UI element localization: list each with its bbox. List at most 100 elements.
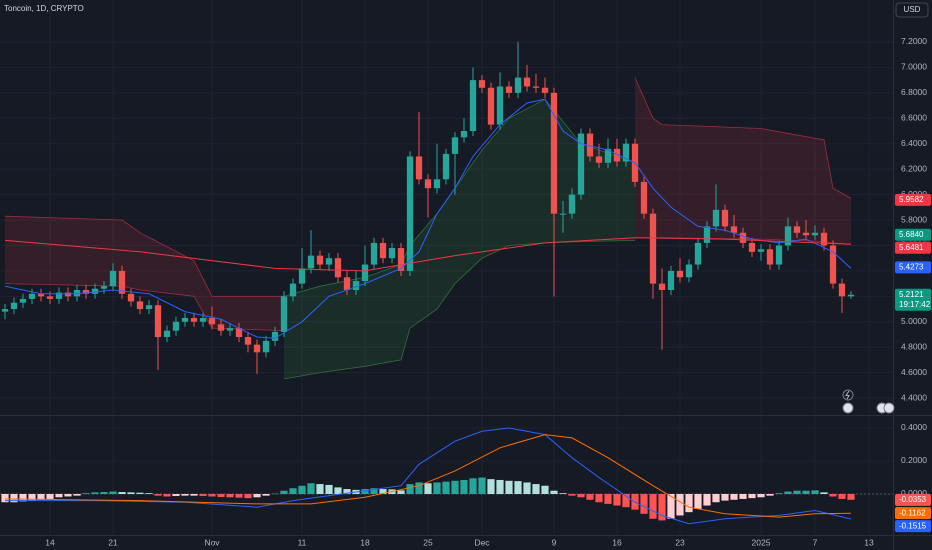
y-tick-label: 6.6000 [901, 113, 927, 123]
candle-body [613, 148, 621, 162]
histogram-bar [667, 493, 675, 519]
cloud-edge [634, 77, 852, 199]
indicator-line [4, 98, 852, 339]
candle-body [109, 270, 117, 287]
countdown-label: 19:17:42 [899, 300, 931, 309]
histogram-bar [163, 493, 171, 497]
histogram-bar [154, 493, 162, 496]
candle-body [280, 296, 288, 332]
x-tick-label: 16 [612, 537, 622, 547]
candle-body [793, 226, 801, 233]
histogram-bar [613, 493, 621, 506]
histogram-bar [289, 488, 297, 494]
histogram-bar [1, 493, 9, 503]
x-tick-label: 18 [360, 537, 370, 547]
histogram-bar [10, 493, 18, 503]
candle-body [784, 226, 792, 246]
candle-body [568, 194, 576, 214]
candle-body [199, 317, 207, 322]
price-tag [895, 507, 931, 520]
candle-body [10, 302, 18, 310]
candle-body [694, 242, 702, 265]
candle-body [406, 156, 414, 271]
cloud-area [5, 216, 285, 331]
candle-body [289, 283, 297, 297]
histogram-bar [379, 489, 387, 494]
histogram-bar [217, 493, 225, 497]
candle-body [559, 213, 567, 215]
candle-body [298, 268, 306, 284]
candle-body [649, 213, 657, 284]
candle-body [172, 321, 180, 331]
candle-body [217, 324, 225, 331]
histogram-bar [802, 490, 810, 494]
histogram-bar [703, 493, 711, 506]
candle-body [487, 87, 495, 125]
histogram-bar [739, 493, 747, 499]
y-tick-label: 6.4000 [901, 138, 927, 148]
histogram-bar [19, 493, 27, 502]
flag-icon[interactable] [883, 402, 895, 414]
price-tag [895, 193, 931, 206]
x-tick-label: 23 [675, 537, 685, 547]
histogram-bar [334, 487, 342, 494]
histogram-bar [622, 493, 630, 508]
candle-body [640, 181, 648, 214]
y-tick-label: 4.8000 [901, 341, 927, 351]
histogram-bar [532, 484, 540, 494]
candle-body [496, 86, 504, 125]
indicator-line [5, 427, 852, 525]
candle-body [73, 289, 81, 297]
histogram-bar [478, 477, 486, 494]
histogram-bar [514, 481, 522, 494]
candle-body [586, 133, 594, 157]
candle-body [316, 255, 324, 265]
candle-body [388, 248, 396, 259]
candle-body [802, 232, 810, 236]
histogram-bar [685, 493, 693, 513]
cloud-edge [4, 215, 284, 297]
candle-body [64, 292, 72, 297]
candle-body [1, 309, 9, 312]
flag-icon[interactable] [842, 402, 854, 414]
histogram-bar [406, 484, 414, 494]
histogram-bar [748, 493, 756, 499]
histogram-bar [568, 493, 576, 496]
histogram-bar [433, 482, 441, 494]
histogram-bar [712, 493, 720, 503]
histogram-bar [253, 493, 261, 498]
histogram-bar [208, 493, 216, 497]
currency-button[interactable] [895, 2, 929, 18]
candle-body [325, 258, 333, 265]
candle-body [622, 143, 630, 162]
histogram-bar [505, 480, 513, 494]
y-tick-label: 6.0000 [901, 189, 927, 199]
histogram-bar [190, 493, 198, 496]
candle-body [775, 245, 783, 265]
candle-body [721, 209, 729, 227]
candle-body [145, 305, 153, 310]
histogram-bar [523, 482, 531, 494]
candle-body [595, 156, 603, 163]
histogram-bar [235, 493, 243, 498]
candle-body [433, 179, 441, 189]
candle-body [334, 258, 342, 278]
candle-body [676, 270, 684, 278]
histogram-bar [172, 493, 180, 496]
candle-body [190, 317, 198, 322]
candle-body [127, 293, 135, 302]
histogram-bar [91, 492, 99, 494]
histogram-bar [118, 492, 126, 494]
event-icon[interactable] [842, 389, 854, 401]
histogram-bar [280, 490, 288, 494]
candle-body [163, 330, 171, 338]
x-tick-label: 14 [45, 537, 55, 547]
histogram-bar [370, 488, 378, 494]
candle-body [730, 226, 738, 233]
candle-body [424, 179, 432, 189]
currency-label[interactable]: USD [904, 5, 921, 14]
candle-body [28, 293, 36, 299]
price-tag [895, 520, 931, 533]
histogram-bar [424, 483, 432, 494]
candle-body [748, 242, 756, 252]
